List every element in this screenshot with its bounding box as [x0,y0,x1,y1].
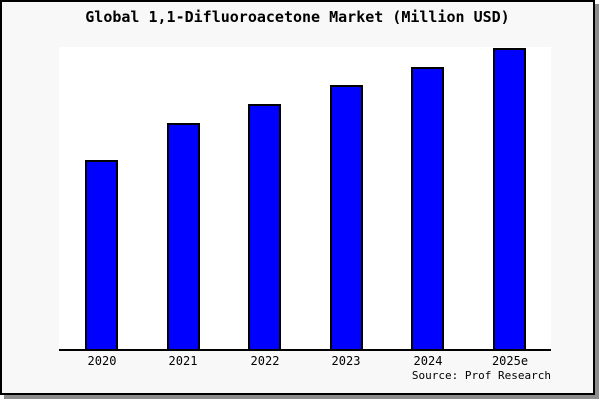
x-tick-label-2024: 2024 [413,354,443,368]
x-tick-label-2020: 2020 [87,354,117,368]
x-tick-label-2023: 2023 [331,354,361,368]
source-note: Source: Prof Research [411,369,551,382]
x-tick-label-2022: 2022 [250,354,280,368]
bar-2020 [85,160,118,349]
bar-2021 [167,123,200,349]
bar-2025e [493,48,526,349]
bar-2022 [248,104,281,349]
plot-area [59,47,551,351]
bar-2023 [330,85,363,349]
x-tick-label-2021: 2021 [168,354,198,368]
chart-frame: Global 1,1-Difluoroacetone Market (Milli… [0,0,595,395]
bar-2024 [411,67,444,349]
x-tick-label-2025e: 2025e [491,354,529,368]
chart-title: Global 1,1-Difluoroacetone Market (Milli… [85,8,510,26]
